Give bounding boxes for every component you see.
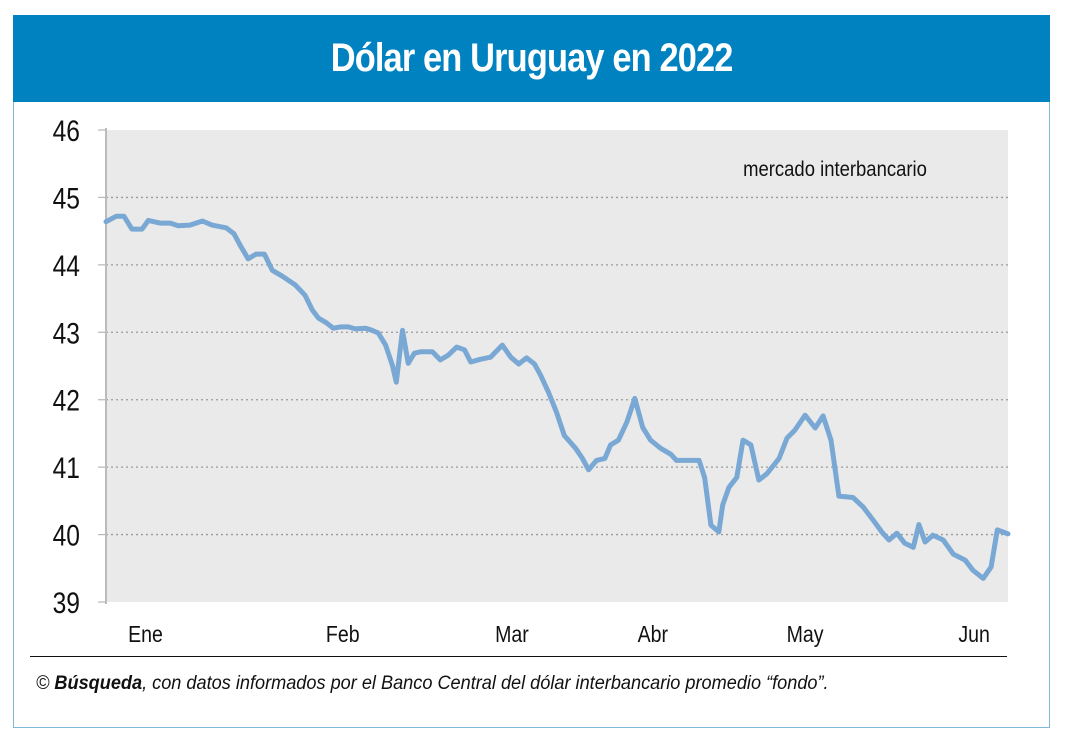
title-banner: Dólar en Uruguay en 2022	[13, 15, 1050, 102]
line-chart: 46 45 44 43 42 41 40 39 Ene Feb Mar Abr May Jun merc…	[53, 114, 1011, 648]
y-tick-label: 46	[53, 114, 80, 148]
x-tick-label: Mar	[495, 622, 529, 648]
source-text: , con datos informados por el Banco Cent…	[142, 672, 829, 694]
source-name: Búsqueda	[54, 672, 143, 694]
source-note: © Búsqueda, con datos informados por el …	[36, 672, 966, 695]
y-axis-ticks: 46 45 44 43 42 41 40 39	[53, 114, 106, 620]
series-annotation: mercado interbancario	[743, 158, 927, 181]
y-tick-label: 41	[53, 451, 80, 485]
x-tick-label: May	[787, 622, 824, 648]
y-tick-label: 44	[53, 249, 80, 283]
gridlines	[106, 196, 1008, 536]
x-tick-label: Abr	[638, 622, 668, 648]
y-tick-label: 43	[53, 316, 80, 350]
chart-title: Dólar en Uruguay en 2022	[330, 36, 734, 80]
x-tick-label: Ene	[128, 622, 163, 648]
y-tick-label: 39	[53, 586, 80, 620]
x-tick-label: Feb	[326, 622, 360, 648]
x-tick-label: Jun	[958, 622, 989, 648]
footer-divider	[30, 656, 1007, 657]
y-tick-label: 42	[53, 383, 80, 417]
plot-area	[106, 130, 1008, 602]
y-tick-label: 45	[53, 181, 80, 215]
x-axis-ticks: Ene Feb Mar Abr May Jun	[128, 622, 990, 648]
y-tick-label: 40	[53, 518, 80, 552]
series-line-mercado-interbancario	[103, 213, 1011, 581]
copyright-symbol: ©	[36, 672, 50, 694]
